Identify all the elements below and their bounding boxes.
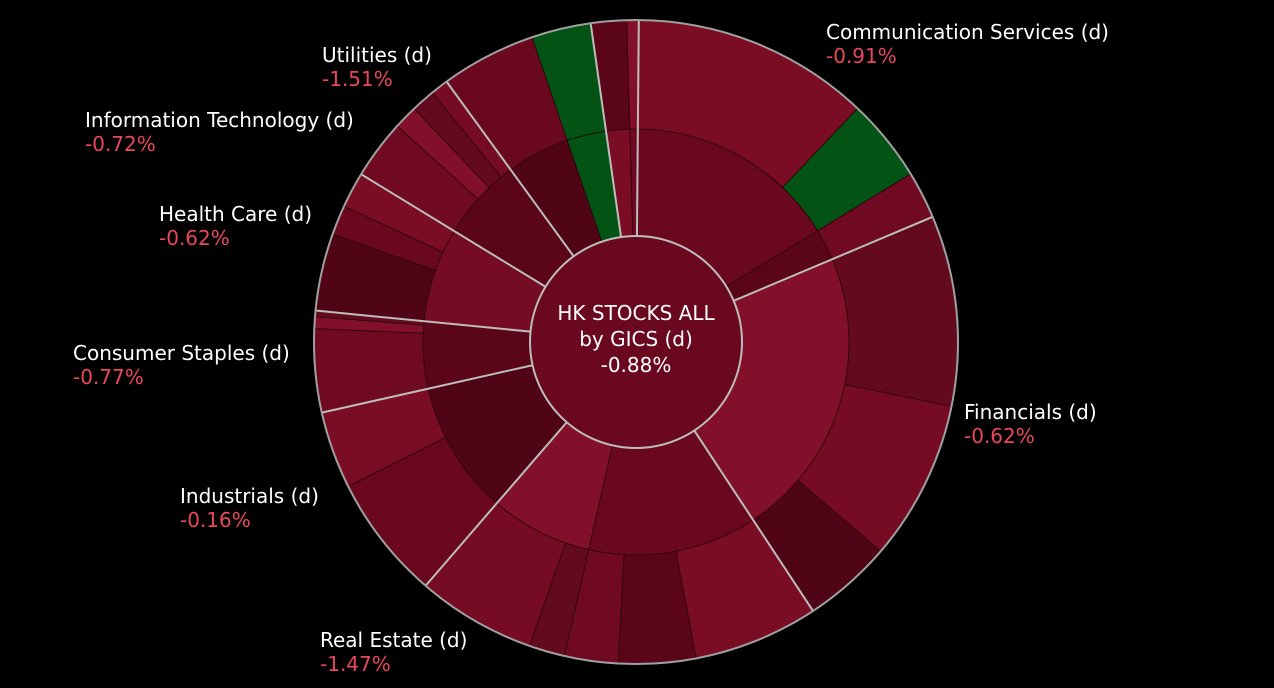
sector-name: Financials (d): [964, 400, 1097, 424]
center-hub[interactable]: [529, 235, 743, 449]
sector-change: -1.47%: [320, 652, 391, 676]
sector-wedges: [313, 19, 959, 665]
sector-divider-line: [315, 309, 531, 333]
center-label: HK STOCKS ALL by GICS (d) -0.88%: [536, 300, 736, 378]
sector-name: Utilities (d): [322, 43, 432, 67]
sector-divider-line: [445, 81, 575, 257]
sector-divider-line: [635, 20, 640, 237]
sector-divider-line: [424, 421, 568, 587]
sector-label-information-technology[interactable]: Information Technology (d) -0.72%: [85, 108, 354, 156]
total-change: -0.88%: [600, 353, 672, 377]
sector-name: Health Care (d): [159, 202, 312, 226]
sector-label-industrials[interactable]: Industrials (d) -0.16%: [180, 484, 319, 532]
chart-title: HK STOCKS ALL: [557, 301, 715, 325]
sector-borders: [315, 20, 934, 612]
sector-label-consumer-staples[interactable]: Consumer Staples (d) -0.77%: [73, 341, 290, 389]
sector-name: Communication Services (d): [826, 20, 1109, 44]
sector-divider-line: [693, 429, 814, 612]
sector-change: -0.91%: [826, 44, 897, 68]
sector-name: Industrials (d): [180, 484, 319, 508]
sector-name: Information Technology (d): [85, 108, 354, 132]
sector-change: -0.72%: [85, 132, 156, 156]
outer-rim: [313, 19, 959, 665]
sector-label-communication-services[interactable]: Communication Services (d) -0.91%: [826, 20, 1109, 68]
sector-divider-line: [589, 23, 623, 238]
sector-label-health-care[interactable]: Health Care (d) -0.62%: [159, 202, 312, 250]
sector-label-utilities[interactable]: Utilities (d) -1.51%: [322, 43, 432, 91]
sector-label-financials[interactable]: Financials (d) -0.62%: [964, 400, 1097, 448]
sector-change: -0.77%: [73, 365, 144, 389]
chart-subtitle: by GICS (d): [579, 327, 693, 351]
sector-label-real-estate[interactable]: Real Estate (d) -1.47%: [320, 628, 467, 676]
sector-change: -0.16%: [180, 508, 251, 532]
sector-change: -0.62%: [159, 226, 230, 250]
sector-divider-line: [321, 364, 533, 414]
sector-name: Real Estate (d): [320, 628, 468, 652]
sector-name: Consumer Staples (d): [73, 341, 290, 365]
sector-change: -1.51%: [322, 67, 393, 91]
sector-change: -0.62%: [964, 424, 1035, 448]
sector-divider-line: [733, 215, 934, 302]
sector-divider-line: [360, 173, 547, 288]
